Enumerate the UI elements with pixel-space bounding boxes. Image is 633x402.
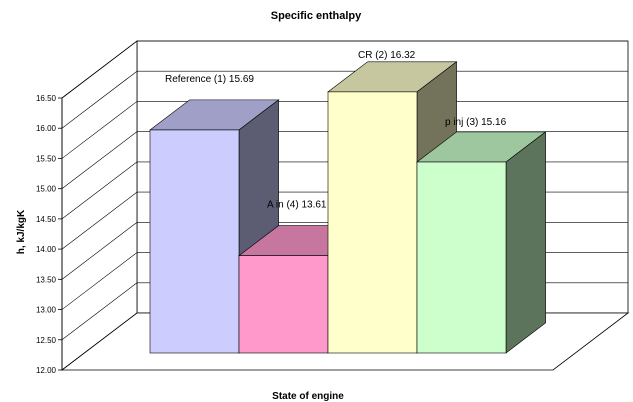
y-tick-label: 14.00 [36, 245, 57, 254]
bar-front [238, 255, 329, 354]
y-tick-label: 15.00 [36, 185, 57, 194]
y-tick-label: 16.50 [36, 94, 57, 103]
data-label-1: Reference (1) 15.69 [165, 74, 254, 85]
gridline-side [61, 191, 138, 250]
y-tick-label: 15.50 [36, 154, 57, 163]
bar-front [416, 161, 507, 354]
bar-side [505, 131, 546, 354]
gridline-side [61, 131, 138, 189]
bar-front [149, 129, 240, 354]
y-tick-label: 14.50 [36, 215, 57, 224]
y-axis-ticks: 12.00 12.50 13.00 13.50 14.00 14.50 15.00 15.50… [36, 94, 63, 375]
side-wall [61, 40, 138, 371]
data-labels: Reference (1) 15.69 A in (4) 13.61 CR (2) … [165, 50, 507, 211]
bars [149, 61, 547, 354]
data-label-3: CR (2) 16.32 [358, 50, 416, 61]
gridline-side [61, 282, 138, 341]
gridline-side [61, 70, 138, 129]
bar-4 [416, 131, 547, 354]
x-axis-label: State of engine [272, 391, 344, 402]
y-tick-label: 12.00 [36, 366, 57, 375]
y-axis-label: h, kJ/kgK [16, 209, 27, 254]
gridline-side [61, 222, 138, 280]
gridline-side [61, 40, 138, 99]
y-tick-label: 12.50 [36, 336, 57, 345]
chart-title: Specific enthalpy [271, 10, 362, 22]
gridline-side [61, 161, 138, 220]
gridline-side [61, 252, 138, 310]
bar-front [327, 91, 418, 354]
y-tick-label: 13.00 [36, 306, 57, 315]
y-tick-label: 13.50 [36, 275, 57, 284]
data-label-2: A in (4) 13.61 [267, 200, 327, 211]
gridline-side [61, 101, 138, 159]
y-tick-label: 16.00 [36, 124, 57, 133]
data-label-4: p inj (3) 15.16 [445, 117, 507, 128]
